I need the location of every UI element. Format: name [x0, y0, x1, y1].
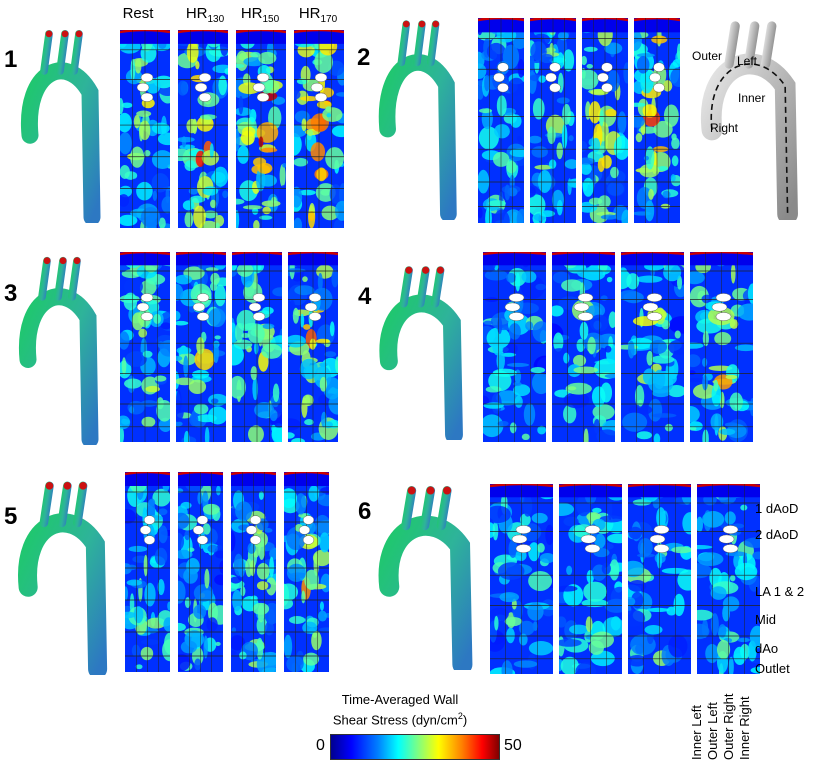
segment-label-dao: dAo: [755, 641, 779, 656]
wss-map-case5-col2: [178, 472, 223, 672]
wss-map-case3-col4: [288, 252, 338, 442]
segment-label-outlet: Outlet: [755, 661, 790, 676]
colorbar-min-label: 0: [316, 737, 325, 754]
wss-map-case2-col4: [634, 18, 680, 223]
wss-map-case1-col4: [294, 30, 344, 228]
colorbar-max-label: 50: [504, 737, 522, 754]
wss-map-case4-col1: [483, 252, 546, 442]
wss-map-case2-col3: [582, 18, 628, 223]
schematic-label-left: Left: [737, 54, 758, 68]
column-header-hr170: HR170: [298, 5, 338, 25]
segment-label-2-daod: 2 dAoD: [755, 527, 799, 542]
wss-map-case3-col1: [120, 252, 170, 442]
wss-map-case3-col3: [232, 252, 282, 442]
wss-map-case6-col1: [490, 484, 553, 674]
position-label-inner-left: Inner Left: [689, 705, 704, 760]
colorbar: [330, 734, 500, 760]
aorta-model-6: [368, 485, 486, 670]
wss-map-case1-col2: [178, 30, 228, 228]
case-number-4: 4: [358, 283, 372, 310]
aorta-model-5: [8, 480, 120, 675]
legend-title: Time-Averaged Wall Shear Stress (dyn/cm2…: [332, 692, 468, 728]
position-label-outer-right: Outer Right: [721, 693, 736, 760]
wss-map-case5-col4: [284, 472, 329, 672]
position-label-outer-left: Outer Left: [705, 702, 720, 760]
wss-map-case4-col2: [552, 252, 615, 442]
aorta-model-2: [370, 18, 468, 220]
schematic-label-right: Right: [710, 121, 739, 135]
segment-label-1-daod: 1 dAoD: [755, 501, 799, 516]
wss-map-case2-col1: [478, 18, 524, 223]
wss-map-case6-col2: [559, 484, 622, 674]
column-header-rest: Rest: [122, 5, 154, 22]
wss-map-case6-col4: [697, 484, 760, 674]
wss-map-case1-col3: [236, 30, 286, 228]
wss-map-case4-col4: [690, 252, 753, 442]
case-number-5: 5: [4, 503, 18, 530]
wss-map-case1-col1: [120, 30, 170, 228]
aorta-model-3: [10, 255, 110, 445]
wss-map-case4-col3: [621, 252, 684, 442]
case-number-3: 3: [4, 280, 18, 307]
aorta-model-1: [12, 28, 112, 223]
wss-map-case5-col3: [231, 472, 276, 672]
wss-map-case6-col3: [628, 484, 691, 674]
orientation-schematic: [690, 20, 812, 220]
schematic-label-inner: Inner: [738, 91, 766, 105]
column-header-hr150: HR150: [240, 5, 280, 25]
segment-label-mid: Mid: [755, 612, 776, 627]
case-number-1: 1: [4, 46, 18, 73]
wss-map-case3-col2: [176, 252, 226, 442]
case-number-6: 6: [358, 498, 372, 525]
wss-map-case2-col2: [530, 18, 576, 223]
segment-label-la: LA 1 & 2: [755, 584, 805, 599]
position-label-inner-right: Inner Right: [737, 696, 752, 760]
wss-map-case5-col1: [125, 472, 170, 672]
case-number-2: 2: [357, 44, 371, 71]
column-header-hr130: HR130: [185, 5, 225, 25]
schematic-label-outer: Outer: [692, 49, 723, 63]
aorta-model-4: [370, 265, 475, 440]
